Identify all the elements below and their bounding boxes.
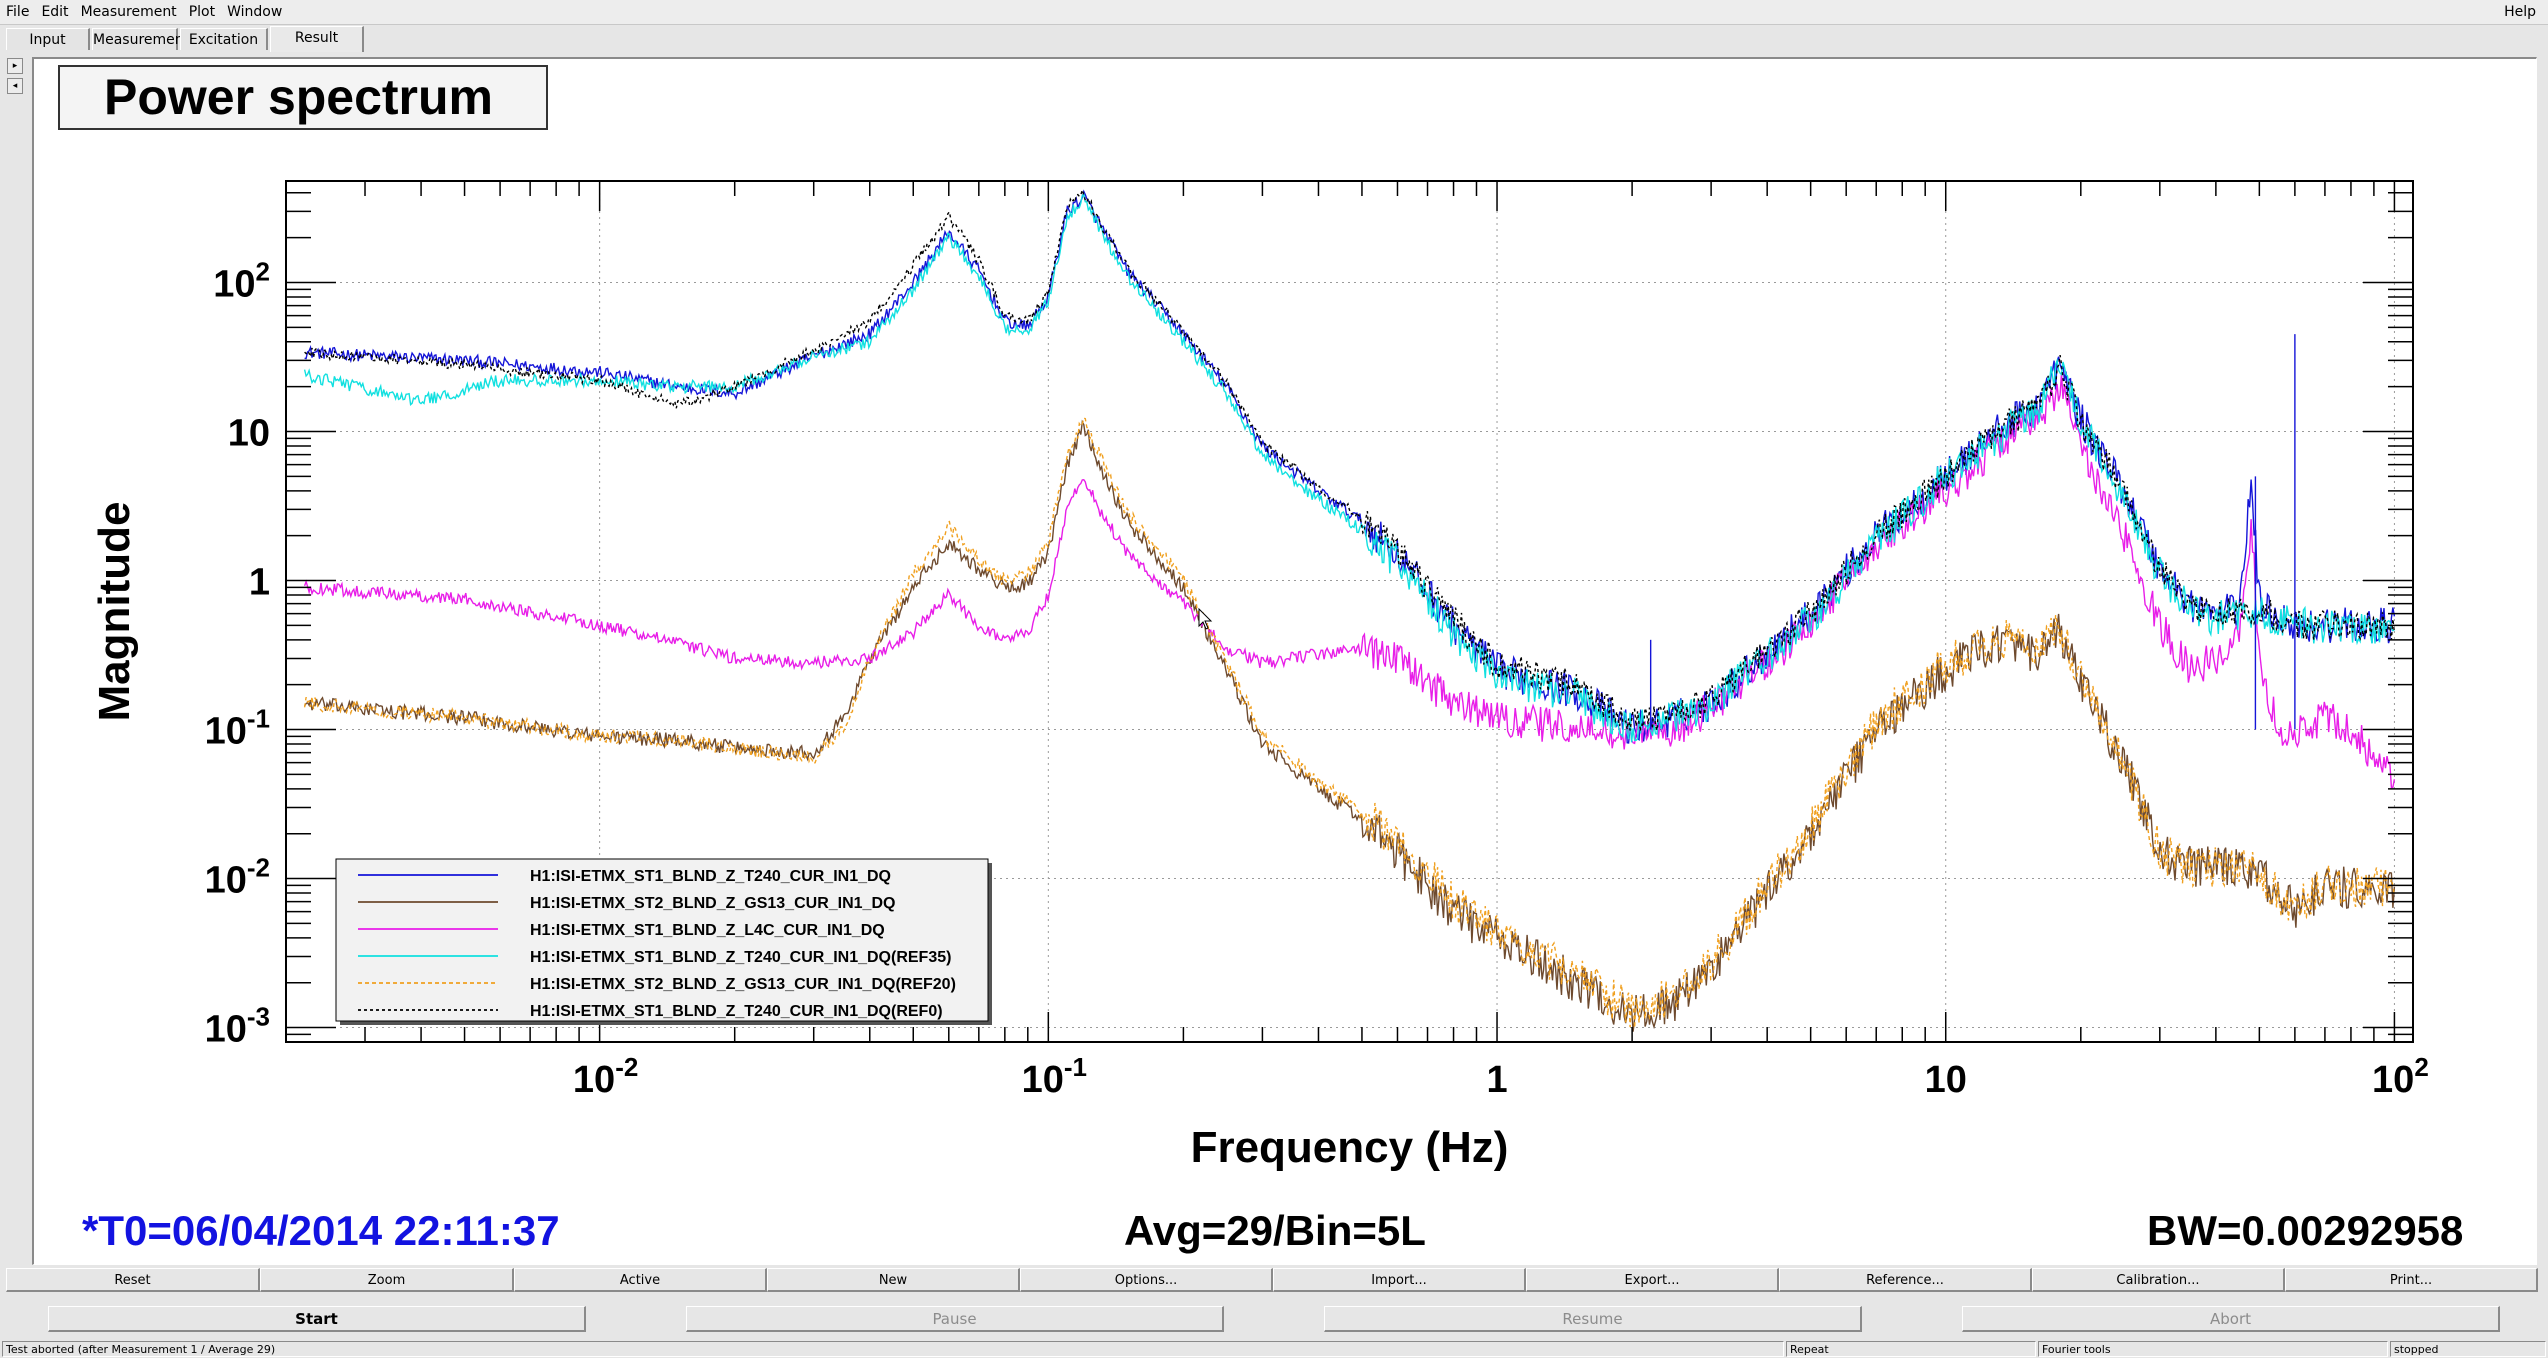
menu-file[interactable]: File [6, 4, 30, 20]
legend-box [335, 858, 989, 1022]
reference-button[interactable]: Reference... [1779, 1268, 2032, 1292]
series-line-5 [303, 417, 2396, 1028]
t0-label: *T0=06/04/2014 22:11:37 [82, 1207, 560, 1254]
avg-label: Avg=29/Bin=5L [1124, 1207, 1426, 1254]
plot-pane: Power spectrum 10-2 10-1 1 10 102 102 10 1 10-1 1… [32, 57, 2537, 1265]
menu-measurement[interactable]: Measurement [80, 4, 177, 20]
pause-button[interactable]: Pause [686, 1306, 1224, 1332]
y-tick-label: 10-1 [205, 704, 270, 753]
y-axis-label: Magnitude [90, 502, 139, 722]
status-state: stopped [2390, 1341, 2546, 1357]
y-tick-label: 10-3 [205, 1002, 270, 1051]
series-line-3 [303, 373, 2396, 789]
series-layer [303, 187, 2396, 1032]
zoom-button[interactable]: Zoom [260, 1268, 514, 1292]
y-tick-label: 1 [249, 562, 270, 604]
control-button-row: Start Pause Resume Abort [0, 1306, 2548, 1334]
menu-window[interactable]: Window [227, 4, 283, 20]
mouse-cursor-icon [1198, 607, 1213, 630]
tab-measurement[interactable]: Measurement [92, 28, 189, 50]
legend-entry: H1:ISI-ETMX_ST2_BLND_Z_GS13_CUR_IN1_DQ(R… [530, 976, 956, 993]
menu-help[interactable]: Help [2504, 4, 2536, 20]
tab-bar: Input Measurement Excitation Result [0, 25, 2548, 54]
series-line-4 [303, 193, 2395, 743]
status-bar: Test aborted (after Measurement 1 / Aver… [0, 1340, 2548, 1358]
legend-entry: H1:ISI-ETMX_ST1_BLND_Z_T240_CUR_IN1_DQ [530, 868, 891, 885]
menu-bar: File Edit Measurement Plot Window Help [0, 0, 2548, 25]
plot-frame [285, 180, 2414, 1043]
axis-labels: 10-2 10-1 1 10 102 102 10 1 10-1 10-2 10-3 Frequenc… [90, 257, 2429, 1172]
export-button[interactable]: Export... [1526, 1268, 1779, 1292]
y-tick-label: 10-2 [205, 853, 270, 902]
status-tool: Fourier tools [2038, 1341, 2388, 1357]
x-tick-label: 10-1 [1022, 1052, 1087, 1101]
x-tick-label: 102 [2372, 1052, 2429, 1101]
menu-plot[interactable]: Plot [188, 4, 216, 20]
series-line-6 [304, 187, 2396, 732]
abort-button[interactable]: Abort [1962, 1306, 2500, 1332]
series-line-1 [304, 189, 2396, 744]
tab-result[interactable]: Result [270, 26, 364, 52]
spectrum-chart[interactable]: 10-2 10-1 1 10 102 102 10 1 10-1 10-2 10-3 Frequenc… [34, 59, 2537, 1265]
bw-label: BW=0.00292958 [2147, 1207, 2464, 1254]
x-tick-label: 10 [1925, 1059, 1967, 1101]
import-button[interactable]: Import... [1273, 1268, 1526, 1292]
x-tick-label: 1 [1486, 1059, 1507, 1101]
tab-excitation[interactable]: Excitation [180, 28, 268, 50]
resume-button[interactable]: Resume [1324, 1306, 1862, 1332]
left-arrow-icon[interactable]: ◂ [7, 78, 23, 94]
tab-input[interactable]: Input [6, 28, 90, 50]
calibration-button[interactable]: Calibration... [2032, 1268, 2285, 1292]
active-button[interactable]: Active [514, 1268, 767, 1292]
x-tick-label: 10-2 [573, 1052, 638, 1101]
legend-entry: H1:ISI-ETMX_ST2_BLND_Z_GS13_CUR_IN1_DQ [530, 895, 895, 912]
new-button[interactable]: New [767, 1268, 1020, 1292]
legend-entry: H1:ISI-ETMX_ST1_BLND_Z_T240_CUR_IN1_DQ(R… [530, 949, 951, 966]
plot-title: Power spectrum [58, 65, 548, 130]
print-button[interactable]: Print... [2285, 1268, 2538, 1292]
legend: H1:ISI-ETMX_ST1_BLND_Z_T240_CUR_IN1_DQ H1… [335, 858, 992, 1025]
menu-edit[interactable]: Edit [41, 4, 69, 20]
start-button[interactable]: Start [48, 1306, 586, 1332]
status-message: Test aborted (after Measurement 1 / Aver… [2, 1341, 1784, 1357]
series-line-2 [304, 419, 2396, 1032]
legend-entry: H1:ISI-ETMX_ST1_BLND_Z_L4C_CUR_IN1_DQ [530, 922, 885, 939]
right-arrow-icon[interactable]: ▸ [7, 58, 23, 74]
options-button[interactable]: Options... [1020, 1268, 1273, 1292]
ticks [285, 181, 2413, 1043]
x-axis-label: Frequency (Hz) [1191, 1123, 1509, 1172]
reset-button[interactable]: Reset [6, 1268, 260, 1292]
legend-entry: H1:ISI-ETMX_ST1_BLND_Z_T240_CUR_IN1_DQ(R… [530, 1003, 943, 1020]
plot-button-row: Reset Zoom Active New Options... Import.… [6, 1268, 2538, 1293]
status-mode: Repeat [1786, 1341, 2036, 1357]
y-tick-label: 102 [213, 257, 270, 306]
pane-arrows: ▸ ◂ [7, 58, 23, 98]
y-tick-label: 10 [228, 413, 270, 455]
